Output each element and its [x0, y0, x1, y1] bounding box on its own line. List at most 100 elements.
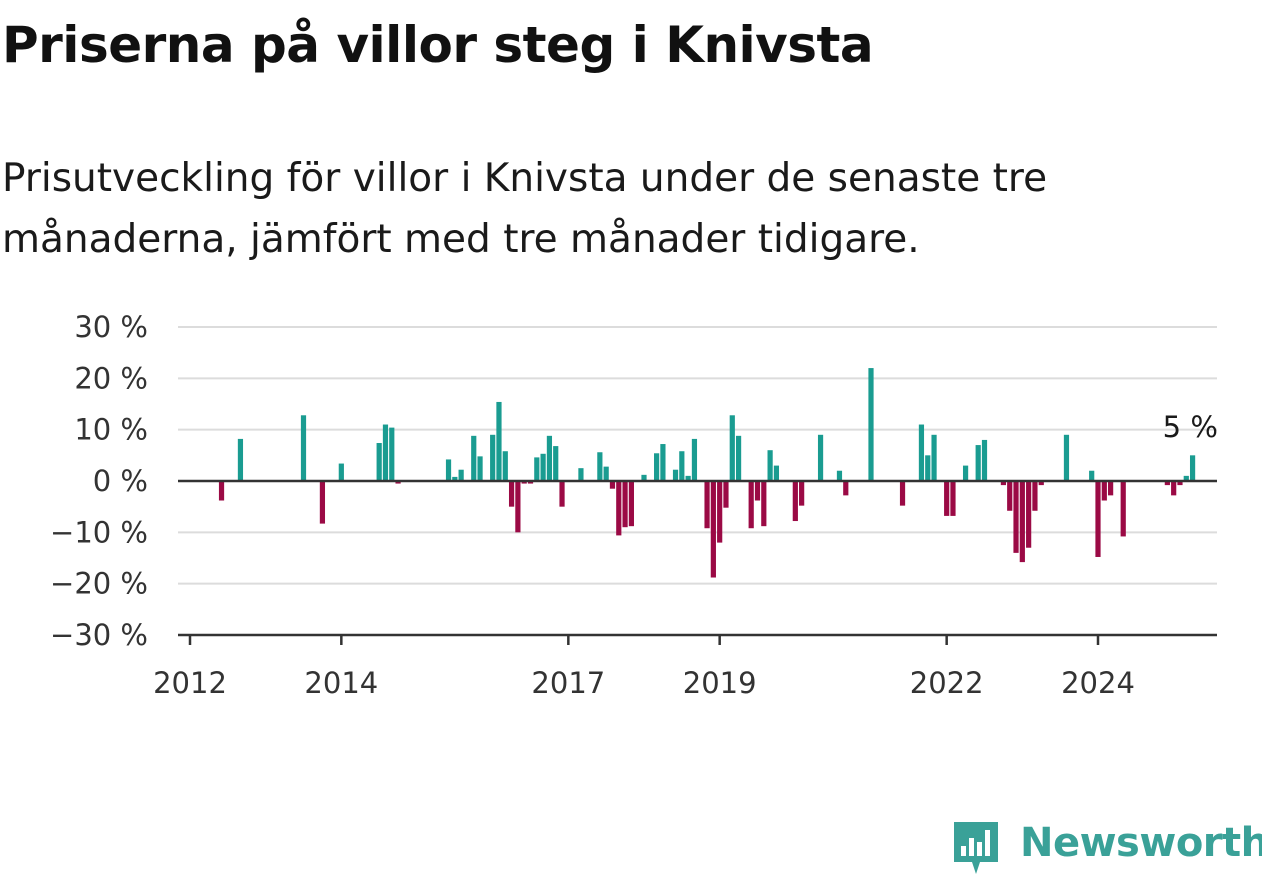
- bar: [1007, 481, 1013, 511]
- bar: [710, 481, 716, 578]
- bar: [546, 435, 553, 481]
- bar: [452, 476, 458, 481]
- bar: [521, 481, 527, 484]
- bar: [761, 481, 767, 527]
- grid-lines: [178, 326, 1217, 585]
- bar: [496, 401, 502, 481]
- bar: [729, 415, 735, 481]
- y-tick-label: −10 %: [50, 515, 148, 549]
- latest-value-label: 5 %: [1163, 410, 1218, 444]
- bar: [559, 481, 565, 507]
- y-tick-label: −30 %: [50, 618, 148, 652]
- bar: [691, 438, 698, 481]
- bar: [616, 481, 622, 536]
- bar: [1189, 455, 1196, 481]
- bar: [660, 444, 666, 481]
- bar: [458, 469, 464, 481]
- bar: [319, 481, 326, 524]
- bars: [218, 368, 1196, 578]
- bar: [445, 459, 452, 481]
- bar: [490, 434, 496, 481]
- bar: [237, 438, 244, 481]
- bar: [553, 446, 559, 481]
- bar: [836, 470, 843, 481]
- y-tick-label: −20 %: [50, 567, 148, 601]
- y-tick-label: 20 %: [74, 361, 148, 395]
- x-axis-ticks: 2012 2014 2017 2019 2022 2024: [153, 635, 1135, 700]
- bar: [685, 475, 691, 481]
- bar: [735, 435, 742, 481]
- newsworthy-chart-bubble-icon: [954, 822, 998, 874]
- bar: [704, 481, 710, 529]
- bar: [1171, 481, 1177, 496]
- bar: [1013, 481, 1019, 553]
- bar: [748, 481, 754, 529]
- bar: [1026, 481, 1032, 548]
- bar: [868, 368, 874, 481]
- bar: [376, 443, 382, 481]
- bar: [1120, 481, 1126, 537]
- bar: [723, 481, 729, 508]
- chart-title: Priserna på villor steg i Knivsta: [2, 16, 874, 74]
- bar: [1019, 481, 1025, 563]
- bar: [672, 469, 679, 481]
- bar: [654, 453, 660, 481]
- bar: [792, 481, 798, 522]
- bar: [899, 481, 906, 506]
- bar: [609, 481, 616, 489]
- bar: [1000, 481, 1007, 486]
- bar: [300, 415, 307, 481]
- bar: [717, 481, 723, 543]
- chart-subtitle: Prisutveckling för villor i Knivsta unde…: [2, 156, 1048, 262]
- annotations: 5 %: [1163, 410, 1218, 444]
- bar: [773, 465, 780, 481]
- bar: [679, 451, 685, 481]
- bar: [1177, 481, 1183, 486]
- bar: [527, 481, 534, 484]
- bar: [471, 435, 477, 481]
- y-tick-label: 10 %: [74, 413, 148, 447]
- bar: [843, 481, 849, 496]
- bar: [1063, 434, 1070, 481]
- bar: [578, 468, 584, 481]
- bar: [767, 450, 773, 481]
- bar: [918, 424, 925, 481]
- bar: [944, 481, 950, 516]
- x-tick-label: 2022: [910, 666, 984, 700]
- bar: [1101, 481, 1107, 501]
- axes: [178, 479, 1217, 637]
- bar: [981, 439, 988, 481]
- bar: [477, 456, 483, 481]
- bar: [515, 481, 521, 533]
- bar: [1032, 481, 1038, 511]
- bar: [395, 481, 401, 484]
- bar-chart: 30 %20 %10 %0 %−10 %−20 %−30 % 2012 2014 2…: [50, 310, 1218, 700]
- logo-text: Newsworthy: [1020, 820, 1262, 866]
- bar: [962, 465, 969, 481]
- bar: [540, 453, 546, 481]
- bar: [817, 434, 824, 481]
- bar: [382, 424, 389, 481]
- bar: [1164, 481, 1170, 486]
- y-tick-label: 0 %: [93, 464, 148, 498]
- bar: [597, 452, 603, 481]
- x-tick-label: 2012: [153, 666, 227, 700]
- x-tick-label: 2017: [531, 666, 605, 700]
- bar: [975, 445, 981, 481]
- bar: [931, 434, 937, 481]
- bar: [502, 451, 508, 481]
- newsworthy-logo: Newsworthy: [950, 818, 1262, 878]
- bar: [1038, 481, 1044, 486]
- y-tick-label: 30 %: [74, 310, 148, 344]
- y-axis-ticks: 30 % 20 % 10 % 0 % −10 % −20 % −30 %: [50, 310, 148, 652]
- bar: [622, 481, 628, 528]
- x-tick-label: 2019: [683, 666, 757, 700]
- bar: [534, 457, 540, 481]
- bar: [218, 481, 225, 501]
- x-tick-label: 2024: [1061, 666, 1135, 700]
- bar: [1183, 475, 1189, 481]
- bar: [508, 481, 515, 507]
- bar: [389, 427, 395, 481]
- bar: [603, 466, 609, 481]
- bar: [628, 481, 634, 527]
